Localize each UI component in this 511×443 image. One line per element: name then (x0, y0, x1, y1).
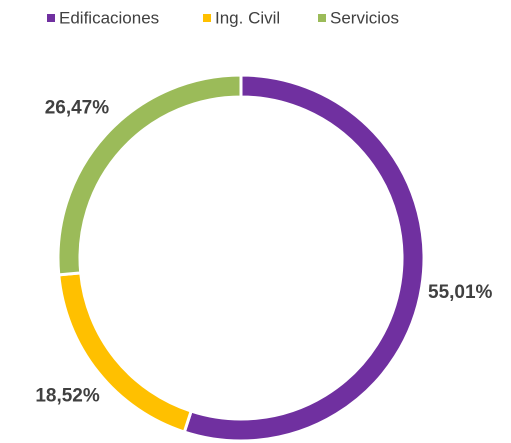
data-label: 18,52% (35, 386, 100, 407)
donut-segment (57, 271, 194, 434)
legend-swatch (318, 14, 326, 22)
legend-swatch (203, 14, 211, 22)
legend-label: Edificaciones (59, 8, 159, 27)
legend-label: Servicios (330, 8, 399, 27)
donut-segment (182, 73, 426, 443)
legend-swatch (47, 14, 55, 22)
data-label: 55,01% (428, 282, 493, 303)
data-label: 26,47% (45, 97, 110, 118)
legend-label: Ing. Civil (215, 8, 280, 27)
donut-segment (56, 73, 243, 277)
